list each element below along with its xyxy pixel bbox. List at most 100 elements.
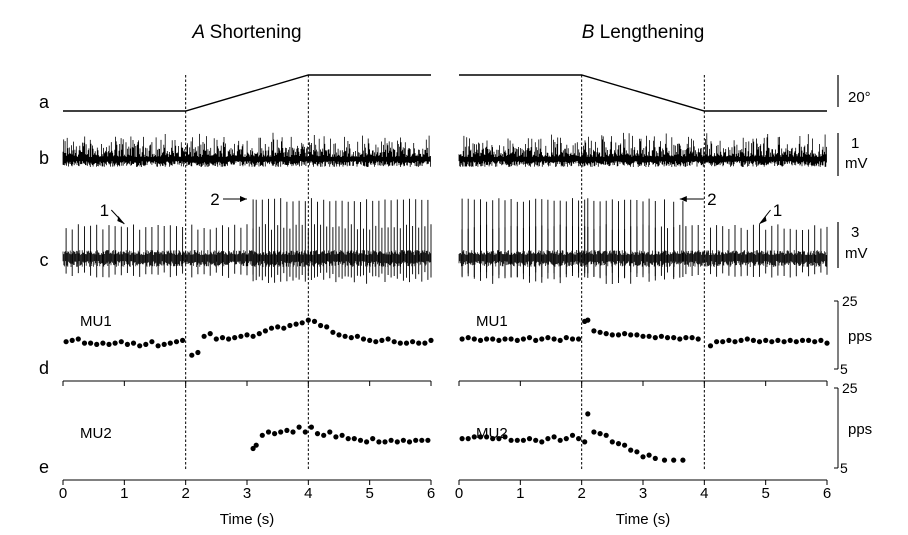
series-label-mu2: MU2 [80, 425, 112, 442]
data-point-mu1 [459, 336, 465, 342]
data-point-mu2 [419, 437, 425, 443]
emg-trace [458, 132, 827, 167]
series-mu2 [459, 411, 686, 463]
data-point-mu1 [330, 329, 336, 335]
data-point-mu1 [769, 339, 775, 345]
data-point-mu1 [348, 335, 354, 341]
data-point-mu1 [787, 337, 793, 343]
data-point-mu2 [646, 452, 652, 458]
data-point-mu2 [357, 437, 364, 443]
data-point-mu1 [677, 336, 683, 342]
data-point-mu1 [155, 343, 161, 349]
data-point-mu2 [680, 457, 686, 463]
data-point-mu1 [806, 337, 812, 343]
spike-label-2: 2 [707, 190, 716, 209]
x-tick-label: 4 [304, 485, 312, 502]
data-point-mu2 [545, 436, 551, 442]
data-point-mu1 [671, 335, 677, 341]
data-point-mu1 [514, 337, 520, 343]
data-point-mu1 [545, 335, 551, 341]
data-point-mu2 [314, 431, 321, 437]
x-axis-label: Time (s) [220, 511, 274, 528]
row-label-c: c [40, 250, 49, 270]
data-point-mu1 [232, 335, 238, 341]
data-point-mu2 [652, 455, 658, 461]
data-point-mu2 [364, 439, 370, 445]
data-point-mu1 [781, 339, 787, 345]
panel-title-text: Shortening [210, 22, 302, 43]
angle-trace [459, 74, 827, 112]
data-point-mu1 [695, 336, 701, 342]
x-tick-label: 4 [700, 485, 708, 502]
data-point-mu2 [477, 434, 484, 440]
data-point-mu1 [818, 337, 824, 343]
rate-unit-label-d: pps [848, 328, 872, 345]
data-point-mu1 [268, 325, 275, 331]
data-point-mu1 [508, 336, 514, 342]
x-tick-label: 5 [365, 485, 373, 502]
data-point-mu2 [609, 439, 615, 445]
data-point-mu1 [173, 339, 180, 345]
data-point-mu1 [262, 328, 268, 334]
data-point-mu2 [345, 436, 351, 442]
data-point-mu1 [775, 337, 781, 343]
data-point-mu1 [603, 331, 609, 337]
data-point-mu2 [615, 441, 622, 447]
data-point-mu1 [410, 339, 416, 345]
data-point-mu1 [238, 333, 244, 339]
row-label-e: e [39, 457, 49, 477]
data-point-mu1 [88, 340, 94, 346]
x-tick-label: 3 [639, 485, 647, 502]
rate-tick-label-top-e: 25 [842, 380, 858, 396]
unit2-spikes [252, 198, 429, 284]
unit2-spikes [461, 198, 684, 284]
data-point-mu1 [576, 336, 582, 342]
x-axis-label: Time (s) [616, 511, 670, 528]
data-point-mu1 [403, 340, 410, 346]
data-point-mu1 [720, 339, 726, 345]
data-point-mu1 [563, 335, 569, 341]
data-point-mu2 [406, 439, 413, 445]
data-point-mu2 [413, 437, 419, 443]
data-point-mu2 [333, 434, 339, 440]
data-point-mu1 [69, 337, 75, 343]
data-point-mu1 [428, 337, 434, 343]
data-point-mu2 [471, 434, 477, 440]
data-point-mu2 [563, 436, 569, 442]
x-tick-label: 2 [181, 485, 189, 502]
data-point-mu1 [738, 337, 744, 343]
data-point-mu2 [351, 436, 357, 442]
data-point-mu1 [397, 340, 403, 346]
data-point-mu2 [640, 454, 646, 460]
emg-scale-value: 1 [851, 135, 859, 152]
emg-trace [62, 132, 431, 167]
data-point-mu1 [256, 331, 262, 337]
data-point-mu1 [299, 320, 305, 326]
data-point-mu2 [526, 436, 533, 442]
data-point-mu1 [112, 340, 118, 346]
data-point-mu1 [658, 333, 665, 339]
x-tick-label: 3 [243, 485, 251, 502]
data-point-mu2 [533, 437, 539, 443]
row-labels: a b c d e [39, 92, 50, 477]
data-point-mu1 [799, 337, 806, 343]
data-point-mu2 [459, 436, 465, 442]
data-point-mu1 [226, 336, 232, 342]
data-point-mu1 [609, 332, 615, 338]
x-tick-label: 6 [823, 485, 831, 502]
data-point-mu1 [373, 339, 379, 345]
data-point-mu1 [130, 340, 137, 346]
data-point-mu1 [744, 336, 750, 342]
spike-label-1: 1 [773, 201, 782, 220]
data-point-mu2 [388, 437, 394, 443]
data-point-mu2 [400, 437, 406, 443]
data-point-mu1 [557, 337, 563, 343]
panel-title: A Shortening [191, 22, 301, 43]
data-point-mu1 [118, 339, 124, 345]
data-point-mu1 [664, 335, 671, 341]
data-point-mu1 [207, 331, 213, 337]
data-point-mu1 [585, 317, 591, 323]
series-mu1 [63, 317, 434, 358]
